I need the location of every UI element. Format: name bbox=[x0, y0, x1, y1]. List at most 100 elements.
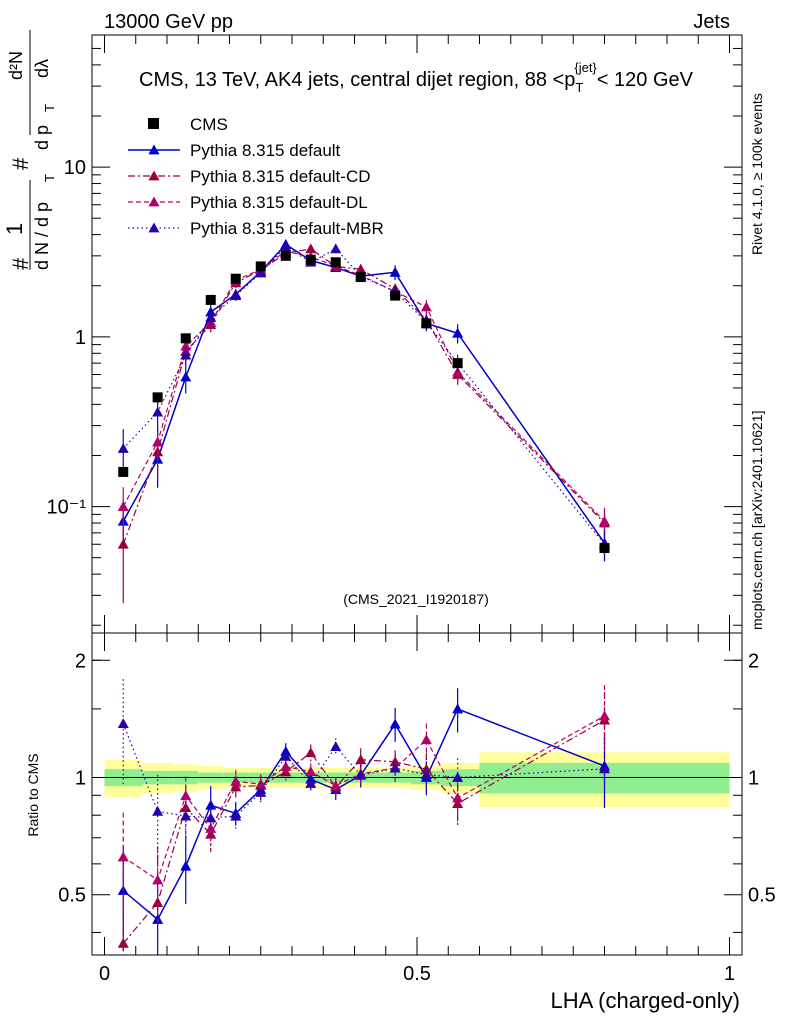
title-superscript: {jet} bbox=[574, 60, 597, 75]
ratio-frame bbox=[91, 632, 743, 956]
ratio-point bbox=[389, 762, 401, 773]
legend-marker bbox=[148, 170, 160, 181]
main-axes: 10⁻¹ 1 10 bbox=[47, 34, 742, 633]
ratio-point bbox=[355, 754, 367, 765]
rivet-version-label: Rivet 4.1.0, ≥ 100k events bbox=[749, 93, 765, 255]
ratio-tick-label-left: 1 bbox=[75, 767, 86, 789]
series-point bbox=[420, 301, 432, 312]
series-point bbox=[180, 349, 192, 360]
ratio-tick-label-left: 0.5 bbox=[58, 885, 86, 907]
series-point bbox=[180, 340, 192, 351]
ratio-point bbox=[420, 769, 432, 780]
ratio-point bbox=[280, 750, 292, 761]
main-panel: 10⁻¹ 1 10 CMS, 13 TeV, AK4 jets, central d… bbox=[2, 30, 743, 634]
x-tick-label: 0 bbox=[99, 963, 110, 985]
legend-marker bbox=[148, 144, 160, 155]
ratio-point bbox=[152, 874, 164, 885]
data-point bbox=[305, 254, 316, 265]
chart-title: CMS, 13 TeV, AK4 jets, central dijet reg… bbox=[139, 60, 694, 95]
series-point bbox=[205, 311, 217, 322]
ratio-line-1 bbox=[122, 719, 605, 944]
ratio-axes: 0 0.5 1 0.5 0.5 1 1 2 2 bbox=[58, 633, 776, 985]
data-point bbox=[355, 272, 366, 283]
y-axis-label-numerator: # bbox=[8, 257, 33, 270]
ratio-line-3 bbox=[122, 723, 605, 819]
y-tick-label: 10⁻¹ bbox=[47, 497, 87, 519]
y-axis-label-frac-num: 1 bbox=[2, 223, 27, 235]
legend-marker-cms bbox=[148, 118, 159, 129]
ratio-point bbox=[452, 703, 464, 714]
ratio-point bbox=[330, 780, 342, 791]
ratio-tick-label-right: 2 bbox=[748, 650, 759, 672]
legend-entry-label: CMS bbox=[190, 115, 228, 134]
series-point bbox=[355, 263, 367, 274]
ratio-point bbox=[599, 710, 610, 721]
main-data-layer bbox=[118, 250, 610, 554]
x-axis-label: LHA (charged-only) bbox=[550, 988, 740, 1013]
ratio-point bbox=[452, 792, 464, 803]
ratio-point bbox=[280, 761, 292, 771]
series-point bbox=[230, 290, 242, 300]
series-line-1 bbox=[122, 248, 605, 545]
ratio-line-0 bbox=[122, 707, 605, 921]
series-point bbox=[280, 241, 292, 252]
ratio-point bbox=[420, 734, 432, 745]
ratio-point bbox=[255, 786, 267, 797]
series-point bbox=[152, 436, 164, 447]
data-point bbox=[152, 392, 163, 403]
ratio-axis-label: Ratio to CMS bbox=[25, 753, 41, 836]
x-tick-label: 1 bbox=[724, 963, 735, 985]
ratio-point bbox=[230, 810, 242, 821]
data-point bbox=[599, 543, 610, 554]
legend-entry-label: Pythia 8.315 default-MBR bbox=[190, 219, 384, 238]
series-point bbox=[599, 515, 610, 526]
ratio-point bbox=[180, 860, 192, 871]
data-point bbox=[205, 294, 216, 305]
title-prefix: CMS, 13 TeV, AK4 jets, central dijet reg… bbox=[139, 69, 575, 91]
ratio-point bbox=[180, 790, 192, 801]
ratio-point bbox=[452, 771, 464, 782]
y-axis-label-dpt: d p bbox=[32, 125, 52, 150]
y-axis-label-d2n: d²N bbox=[6, 51, 26, 80]
ratio-point bbox=[305, 747, 317, 758]
series-point bbox=[117, 501, 129, 511]
data-point bbox=[280, 250, 291, 261]
header-jets-label: Jets bbox=[693, 11, 730, 33]
ratio-point bbox=[117, 937, 129, 948]
ratio-tick-label-right: 0.5 bbox=[748, 885, 776, 907]
series-point bbox=[117, 538, 129, 549]
y-tick-label: 10 bbox=[64, 157, 86, 179]
title-subscript: T bbox=[575, 80, 583, 95]
legend-marker bbox=[148, 196, 160, 207]
ratio-point bbox=[599, 763, 610, 774]
ratio-point bbox=[117, 851, 129, 862]
data-point bbox=[118, 466, 129, 477]
ratio-point bbox=[152, 805, 164, 816]
ratio-point bbox=[305, 766, 317, 777]
series-line-3 bbox=[122, 245, 605, 545]
data-point bbox=[255, 261, 266, 272]
ratio-series-layer bbox=[117, 679, 610, 955]
ratio-point bbox=[389, 756, 401, 767]
x-tick-label: 0.5 bbox=[403, 963, 431, 985]
y-axis-label-frac-den: d N / d p bbox=[32, 202, 52, 270]
ratio-point bbox=[330, 741, 342, 752]
ratio-point bbox=[180, 810, 192, 821]
legend-entry-label: Pythia 8.315 default-CD bbox=[190, 167, 371, 186]
ratio-point bbox=[152, 897, 164, 907]
data-point bbox=[330, 257, 341, 268]
mcplots-reference-label: mcplots.cern.ch [arXiv:2401.10621] bbox=[749, 411, 765, 630]
ratio-point bbox=[205, 799, 217, 810]
data-point bbox=[180, 333, 191, 344]
analysis-id-label: (CMS_2021_I1920187) bbox=[343, 591, 489, 607]
series-point bbox=[305, 243, 317, 254]
y-axis-label-T2: T bbox=[42, 104, 57, 112]
y-axis-label: # 1 d N / d p T # d²N d p T dλ bbox=[2, 30, 57, 270]
y-axis-label-T1: T bbox=[42, 174, 57, 182]
y-axis-label-dlambda: dλ bbox=[32, 59, 52, 78]
series-line-0 bbox=[122, 243, 606, 544]
ratio-point bbox=[280, 766, 292, 777]
ratio-point bbox=[205, 812, 217, 823]
data-point bbox=[230, 273, 241, 284]
